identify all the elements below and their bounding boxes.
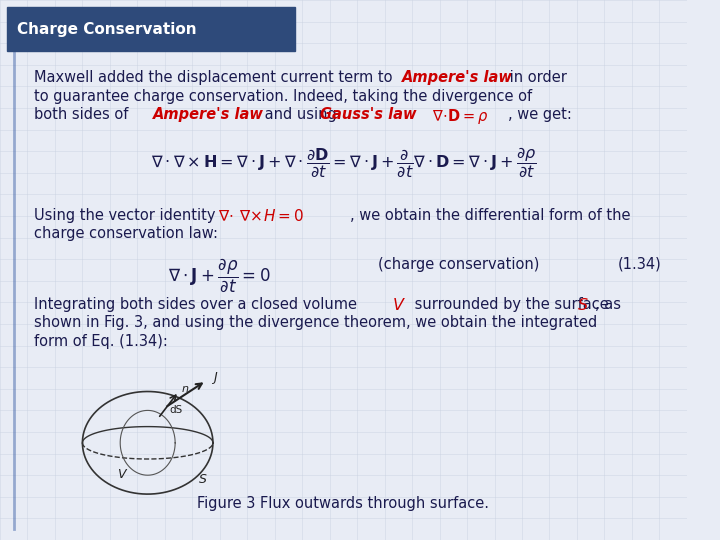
Text: Figure 3 Flux outwards through surface.: Figure 3 Flux outwards through surface.	[197, 496, 490, 511]
Text: Ampere's law: Ampere's law	[402, 70, 513, 85]
Text: form of Eq. (1.34):: form of Eq. (1.34):	[35, 334, 168, 349]
Text: , as: , as	[595, 297, 621, 312]
Text: $\nabla\!\cdot\,\nabla\!\times\!H = 0$: $\nabla\!\cdot\,\nabla\!\times\!H = 0$	[218, 208, 305, 224]
Text: V: V	[117, 468, 125, 481]
FancyBboxPatch shape	[7, 7, 295, 51]
Text: both sides of: both sides of	[35, 107, 133, 122]
Text: (charge conservation): (charge conservation)	[378, 256, 539, 272]
Text: J: J	[213, 370, 217, 384]
Text: S: S	[199, 473, 207, 487]
Text: $V$: $V$	[392, 297, 405, 313]
Text: shown in Fig. 3, and using the divergence theorem, we obtain the integrated: shown in Fig. 3, and using the divergenc…	[35, 315, 598, 330]
Text: , we get:: , we get:	[508, 107, 572, 122]
Text: (1.34): (1.34)	[618, 256, 662, 272]
Text: to guarantee charge conservation. Indeed, taking the divergence of: to guarantee charge conservation. Indeed…	[35, 89, 533, 104]
Text: dS: dS	[170, 405, 183, 415]
Text: $\nabla\cdot\nabla\times\mathbf{H} = \nabla\cdot\mathbf{J} + \nabla\cdot\dfrac{\: $\nabla\cdot\nabla\times\mathbf{H} = \na…	[150, 146, 536, 180]
Text: Ampere's law: Ampere's law	[153, 107, 264, 122]
Text: Charge Conservation: Charge Conservation	[17, 22, 197, 37]
Text: $\nabla\cdot\mathbf{J} + \dfrac{\partial\rho}{\partial t} = 0$: $\nabla\cdot\mathbf{J} + \dfrac{\partial…	[168, 256, 271, 294]
Text: Gauss's law: Gauss's law	[320, 107, 417, 122]
Text: $\nabla\!\cdot\!\mathbf{D} = \rho$: $\nabla\!\cdot\!\mathbf{D} = \rho$	[422, 107, 488, 126]
Text: , we obtain the differential form of the: , we obtain the differential form of the	[351, 208, 631, 223]
Text: Maxwell added the displacement current term to: Maxwell added the displacement current t…	[35, 70, 397, 85]
Text: n: n	[182, 383, 189, 394]
Text: charge conservation law:: charge conservation law:	[35, 226, 218, 241]
Text: Using the vector identity: Using the vector identity	[35, 208, 220, 223]
Text: Integrating both sides over a closed volume: Integrating both sides over a closed vol…	[35, 297, 362, 312]
Text: $S$: $S$	[577, 297, 589, 313]
Text: surrounded by the surface: surrounded by the surface	[410, 297, 613, 312]
Text: in order: in order	[505, 70, 567, 85]
Text: and using: and using	[260, 107, 341, 122]
